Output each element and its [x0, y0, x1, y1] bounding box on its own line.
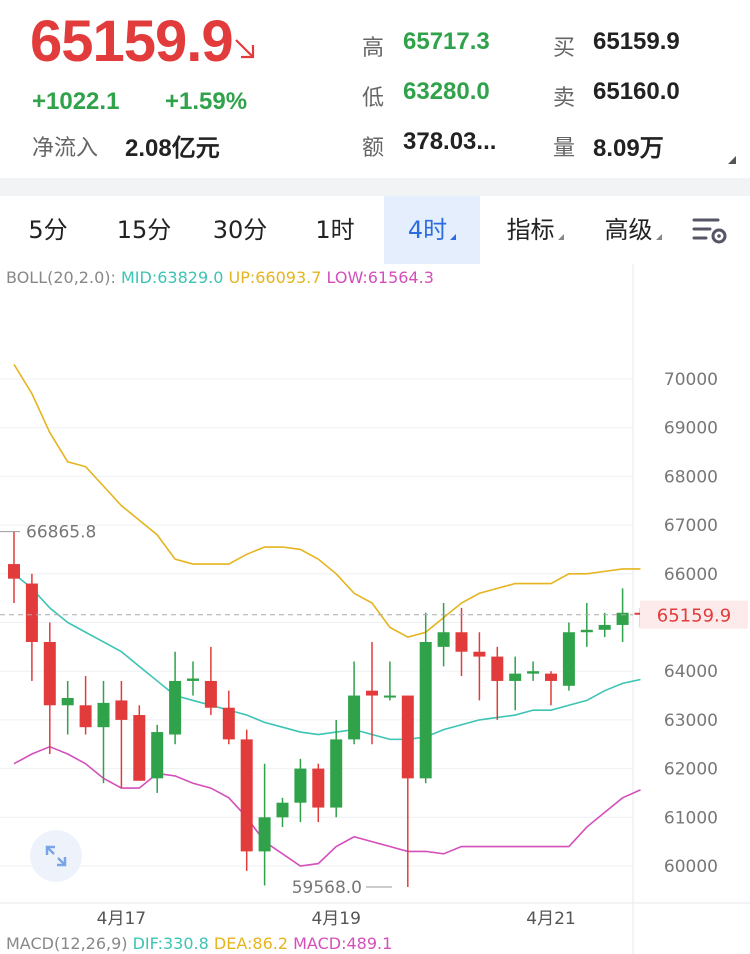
candle-body	[97, 702, 110, 728]
y-tick-label: 63000	[664, 711, 718, 731]
tab-30min[interactable]: 30分	[212, 216, 268, 244]
quote-panel: 65159.9 +1022.1 +1.59% 净流入 2.08亿元 高 6571…	[0, 0, 750, 178]
down-arrow-icon	[235, 39, 255, 59]
last-price: 65159.9	[30, 9, 234, 74]
candle-body	[79, 705, 92, 728]
timeframe-tabs: 5分 15分 30分 1时 4时 指标 高级	[0, 196, 750, 264]
candle-body	[366, 690, 378, 696]
high-label: 高	[362, 36, 385, 61]
candle-body	[383, 695, 396, 698]
low-value: 63280.0	[403, 78, 490, 105]
y-tick-label: 68000	[664, 467, 718, 487]
last-price-tag	[640, 600, 748, 629]
chart-settings-icon[interactable]	[692, 216, 728, 246]
candle-body	[312, 768, 325, 808]
y-tick-label: 60000	[664, 857, 718, 877]
candle-body	[276, 802, 289, 818]
ask-label: 卖	[553, 86, 576, 111]
y-tick-label: 64000	[664, 662, 718, 682]
candle-body	[133, 715, 146, 781]
candle-body	[258, 817, 271, 852]
bid-label: 买	[553, 36, 576, 61]
volume-label: 量	[553, 136, 576, 161]
tab-advanced[interactable]: 高级	[588, 196, 678, 264]
candle-body	[401, 695, 414, 779]
boll-legend: BOLL(20,2.0): MID:63829.0 UP:66093.7 LOW…	[6, 268, 434, 287]
price-change-percent: +1.59%	[165, 88, 248, 115]
y-tick-label: 69000	[664, 419, 718, 439]
ask-value: 65160.0	[593, 78, 680, 105]
y-tick-label: 67000	[664, 516, 718, 536]
candle-body	[25, 583, 38, 642]
y-tick-label: 70000	[664, 370, 718, 390]
boll-mid-line	[13, 573, 641, 741]
price-chart[interactable]: 60000 61000 62000 63000 64000 66000 67000 68000…	[0, 264, 750, 954]
y-tick-label: 66000	[664, 565, 718, 585]
tab-indicators[interactable]: 指标	[490, 196, 580, 264]
low-label: 低	[362, 86, 385, 111]
candle-body	[187, 678, 199, 681]
dropdown-triangle-icon	[655, 234, 662, 240]
bid-value: 65159.9	[593, 28, 680, 55]
y-tick-label: 62000	[664, 760, 718, 780]
candle-body	[419, 641, 432, 779]
candle-body	[43, 641, 56, 706]
candle-body	[437, 632, 450, 647]
candle-body	[151, 732, 164, 779]
candle-body	[598, 624, 611, 630]
min-price-label: 59568.0	[292, 878, 362, 898]
candle-body	[562, 632, 575, 686]
net-inflow-value: 2.08亿元	[125, 135, 220, 162]
tab-5min[interactable]: 5分	[28, 216, 68, 244]
candle-body	[527, 671, 540, 674]
price-change: +1022.1	[32, 88, 120, 115]
amount-label: 额	[362, 136, 385, 161]
fullscreen-button[interactable]	[30, 830, 82, 882]
macd-legend: MACD(12,26,9) DIF:330.8 DEA:86.2 MACD:48…	[6, 934, 393, 953]
volume-value: 8.09万	[593, 135, 664, 162]
candle-body	[204, 680, 217, 708]
candle-body	[509, 673, 522, 681]
x-tick-label: 4月21	[526, 909, 575, 929]
candle-body	[473, 651, 486, 657]
tab-1hour[interactable]: 1时	[315, 216, 355, 244]
x-tick-label: 4月19	[311, 909, 360, 929]
high-value: 65717.3	[403, 28, 490, 55]
candle-body	[240, 739, 253, 852]
candle-body	[616, 612, 629, 625]
candle-body	[348, 695, 361, 740]
boll-upper-line	[13, 363, 641, 638]
candle-body	[169, 680, 182, 735]
last-price-label: 65159.9	[657, 606, 731, 627]
dropdown-triangle-icon	[557, 234, 564, 240]
max-price-label: 66865.8	[26, 523, 96, 543]
candle-body	[330, 739, 343, 808]
y-tick-label: 61000	[664, 808, 718, 828]
net-inflow-label: 净流入	[32, 136, 99, 161]
candle-body	[294, 768, 307, 803]
candle-body	[8, 564, 20, 579]
tab-4hour[interactable]: 4时	[384, 196, 480, 264]
candle-body	[455, 632, 468, 652]
tab-15min[interactable]: 15分	[116, 216, 172, 244]
candle-body	[61, 697, 74, 706]
expand-quote-corner-icon[interactable]	[728, 156, 736, 164]
boll-lower-line	[13, 745, 641, 867]
x-tick-label: 4月17	[97, 909, 146, 929]
dropdown-triangle-icon	[450, 234, 457, 240]
candle-body	[580, 629, 593, 633]
candle-body	[545, 673, 557, 681]
candle-body	[222, 707, 235, 740]
candle-body	[491, 656, 504, 681]
expand-icon	[45, 845, 67, 867]
candle-body	[115, 700, 128, 720]
amount-value: 378.03...	[403, 128, 497, 155]
section-divider	[0, 178, 750, 196]
